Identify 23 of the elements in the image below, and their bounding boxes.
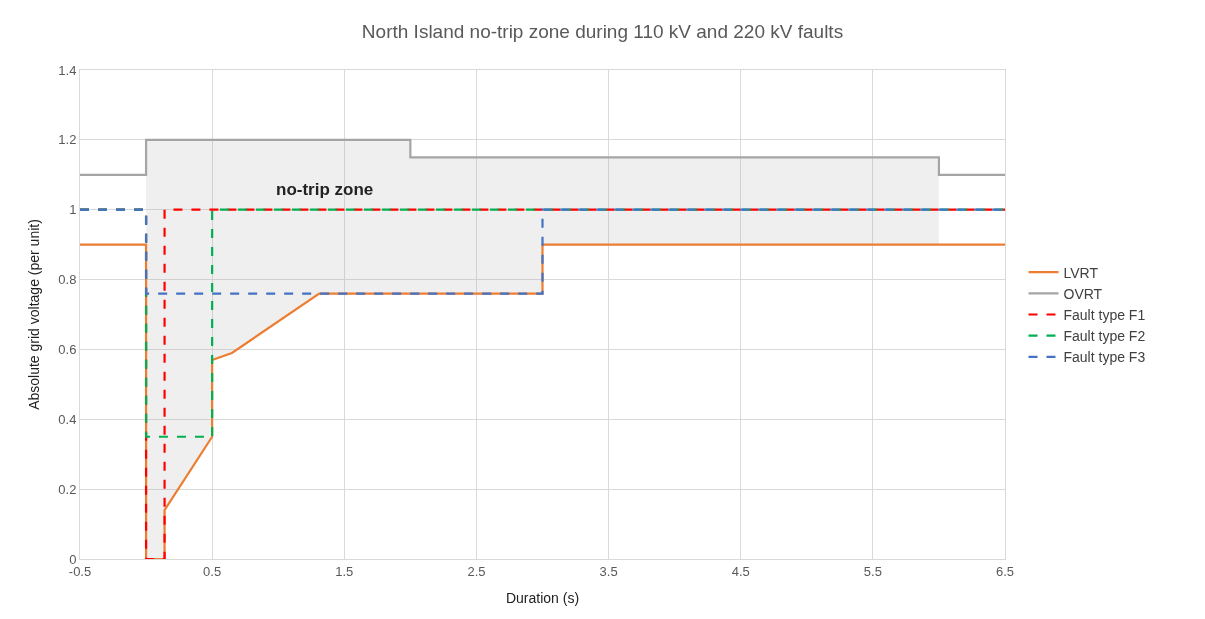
- y-tick-label: 0.6: [58, 341, 77, 357]
- x-tick-label: 5.5: [863, 563, 882, 579]
- annotation: no-trip zone: [276, 180, 374, 199]
- y-tick-label: 0.4: [58, 411, 77, 427]
- y-tick-label: 0.8: [58, 272, 77, 288]
- x-tick-label: 1.5: [335, 563, 354, 579]
- x-axis-title: Duration (s): [505, 589, 580, 606]
- x-tick-label: 0.5: [203, 563, 222, 579]
- y-tick-label: 0.2: [58, 481, 77, 497]
- legend-label: OVRT: [1063, 285, 1103, 302]
- x-tick-label: 3.5: [599, 563, 618, 579]
- legend-label: Fault type F2: [1063, 328, 1146, 345]
- x-tick-label: 2.5: [467, 563, 486, 579]
- y-tick-label: 1.2: [58, 132, 77, 148]
- y-axis-title: Absolute grid voltage (per unit): [25, 219, 42, 410]
- legend-label: LVRT: [1063, 264, 1099, 281]
- x-tick-label: 6.5: [995, 563, 1015, 579]
- y-tick-label: 1: [69, 202, 77, 218]
- chart-title: North Island no-trip zone during 110 kV and 220 kV faults: [361, 21, 844, 43]
- y-tick-label: 1.4: [58, 62, 77, 78]
- legend-label: Fault type F3: [1063, 349, 1146, 366]
- x-tick-label: 4.5: [731, 563, 750, 579]
- legend-label: Fault type F1: [1063, 306, 1146, 323]
